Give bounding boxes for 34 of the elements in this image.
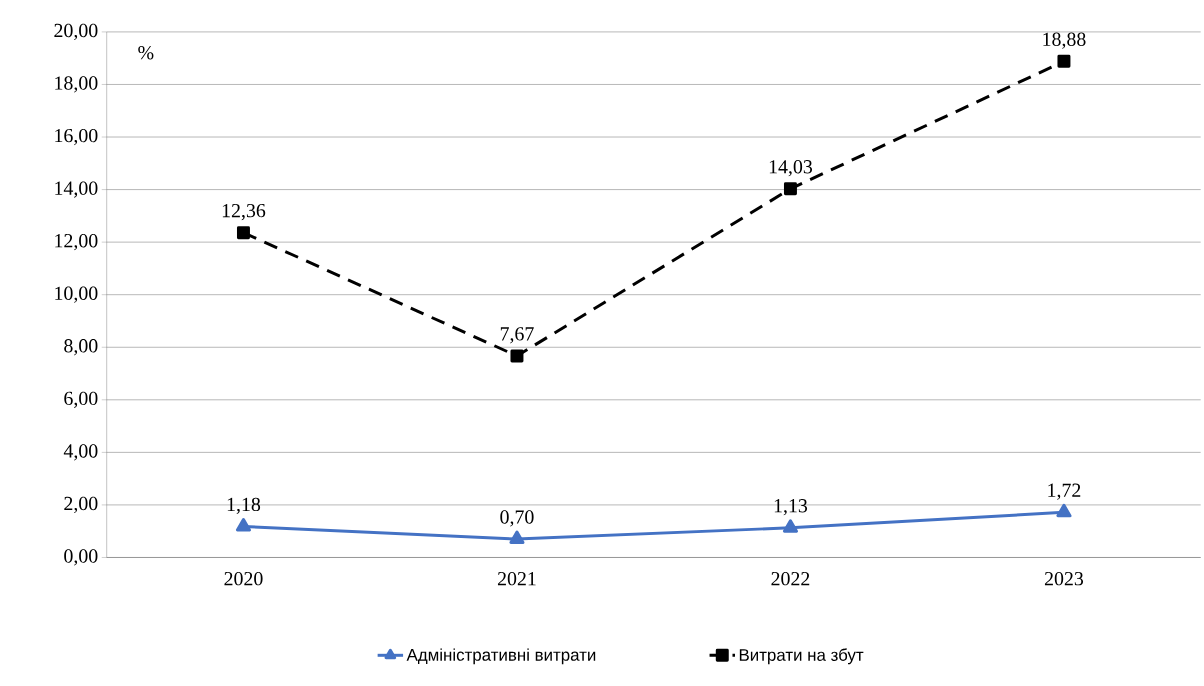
y-tick-label: 14,00 [55,181,98,198]
point [235,517,252,532]
y-tick-label: 4,00 [63,444,98,461]
point [509,530,525,545]
point [783,182,797,196]
data-label: 7,67 [500,327,534,344]
y-tick-label: 16,00 [55,128,98,146]
data-label: 1,13 [774,499,808,516]
data-label: 18,88 [1043,32,1086,49]
point [1057,54,1071,68]
y-tick-label: 6,00 [64,391,98,408]
y-tick-label: 18,00 [55,76,98,93]
legend-label: Адміністративні витрати [406,648,596,665]
y-tick-label: 12,00 [55,233,98,251]
y-tick-label: 8,00 [64,339,98,356]
y-tick-label: 0,00 [64,549,98,566]
point [510,349,524,363]
y-tick-label: 2,00 [64,496,98,513]
annotation: % [138,45,154,60]
point [1056,503,1072,518]
data-label: 0,70 [500,510,534,527]
x-tick-label: 2021 [497,571,536,586]
y-tick-label: 10,00 [55,286,98,303]
data-label: 14,03 [769,159,813,177]
data-label: 1,18 [227,497,261,514]
y-tick-label: 20,00 [54,23,98,40]
x-tick-label: 2023 [1044,571,1084,586]
point [236,226,250,240]
legend-label: Витрати на збут [739,648,864,665]
data-label: 12,36 [222,203,266,221]
point [782,519,798,533]
x-tick-label: 2020 [224,571,263,586]
x-tick-label: 2022 [771,571,810,586]
data-label: 1,72 [1048,483,1081,500]
